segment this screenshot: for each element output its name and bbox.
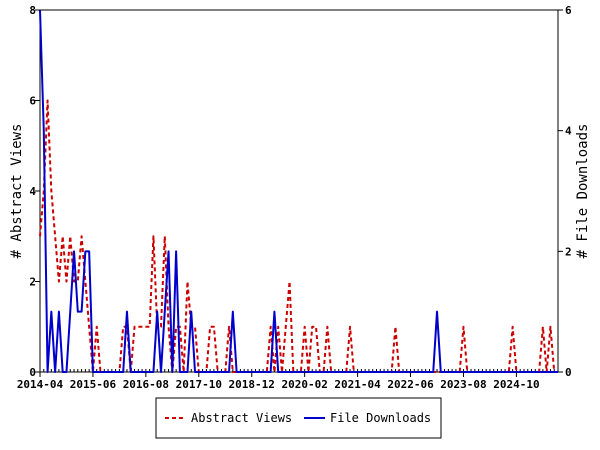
series-line-file-downloads	[39, 9, 558, 373]
x-tick-label: 2024-10	[493, 378, 539, 391]
x-tick-label: 2022-06	[387, 378, 434, 391]
legend: Abstract Views File Downloads	[155, 397, 442, 439]
y-left-tick-label: 2	[29, 276, 36, 289]
y-right-tick-label: 2	[565, 245, 572, 258]
left-axis-title: # Abstract Views	[9, 124, 25, 259]
plot-area	[39, 9, 559, 373]
x-tick-label: 2016-08	[123, 378, 169, 391]
x-tick-label: 2015-06	[70, 378, 117, 391]
axes-layer: 2014-04 2015-06 2016-08 2017-10 2018-12 2020-…	[17, 4, 572, 391]
y-right-tick-label: 4	[565, 125, 572, 138]
legend-label-abstract-views: Abstract Views	[191, 411, 292, 425]
y-left-tick-label: 6	[29, 95, 36, 108]
right-axis-title: # File Downloads	[575, 124, 591, 259]
legend-label-file-downloads: File Downloads	[330, 411, 431, 425]
plot-frame	[39, 9, 559, 373]
x-tick-label: 2018-12	[229, 378, 275, 391]
x-tick-label: 2020-02	[281, 378, 327, 391]
y-right-tick-label: 6	[565, 4, 572, 17]
y-right-tick-label: 0	[565, 366, 572, 379]
x-tick-label: 2014-04	[17, 378, 64, 391]
y-left-tick-label: 8	[29, 4, 36, 17]
y-left-tick-label: 4	[29, 185, 36, 198]
x-tick-label: 2021-04	[334, 378, 381, 391]
series-layer	[39, 9, 558, 373]
x-tick-label: 2017-10	[176, 378, 222, 391]
x-tick-label: 2023-08	[440, 378, 486, 391]
y-left-tick-label: 0	[29, 366, 36, 379]
legend-box	[155, 397, 442, 439]
